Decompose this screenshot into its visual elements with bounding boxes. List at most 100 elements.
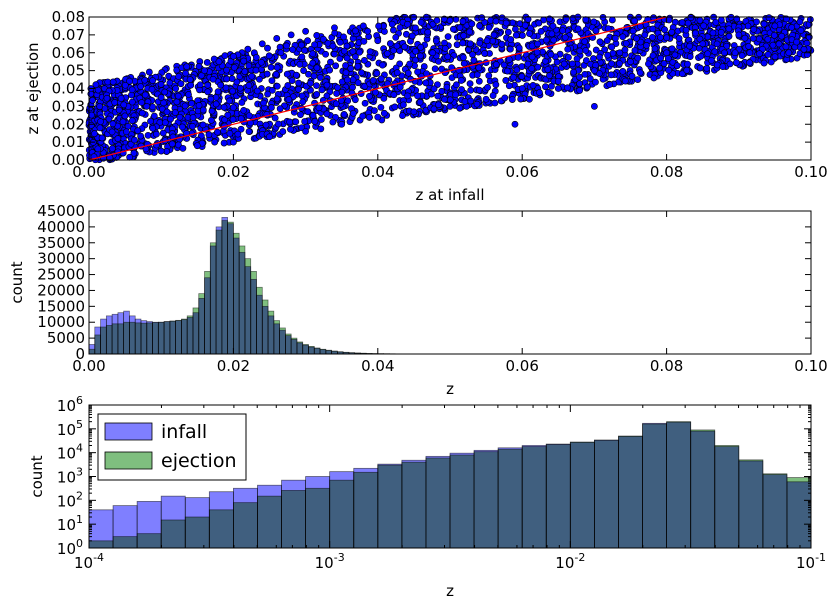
scatter-point [796, 18, 804, 26]
scatter-point [590, 18, 598, 26]
scatter-point [501, 94, 509, 102]
scatter-point [319, 35, 327, 43]
scatter-point [582, 57, 590, 64]
scatter-point [682, 26, 690, 34]
scatter-point [334, 84, 341, 91]
scatter-point [223, 66, 230, 74]
scatter-point [214, 128, 221, 136]
scatter-point [616, 60, 623, 67]
scatter-point [467, 97, 475, 105]
scatter-point [641, 31, 649, 39]
scatter-point [671, 51, 679, 59]
scatter-point [128, 98, 136, 106]
scatter-point [279, 128, 287, 135]
scatter-point [245, 112, 253, 119]
scatter-point [273, 95, 281, 103]
scatter-point [295, 85, 302, 93]
linear-histogram-y-axis-label: count [8, 261, 26, 303]
scatter-point [603, 37, 611, 45]
scatter-x-tick-label: 0.02 [217, 163, 250, 181]
hist-bar-ejection [256, 286, 263, 355]
scatter-point [431, 65, 439, 73]
scatter-point [240, 57, 248, 65]
scatter-point [547, 51, 555, 58]
scatter-point [711, 48, 719, 56]
scatter-point [105, 115, 113, 123]
scatter-point [564, 84, 571, 92]
scatter-point [526, 30, 533, 38]
scatter-point [726, 60, 734, 68]
scatter-point [115, 106, 123, 114]
scatter-point [220, 103, 228, 111]
hist-bar-ejection [285, 333, 292, 355]
scatter-point [417, 18, 425, 26]
hist-bar-ejection [198, 293, 205, 355]
scatter-point [755, 35, 763, 43]
scatter-x-tick-label: 0.04 [361, 163, 394, 181]
scatter-point [179, 144, 187, 152]
scatter-point [224, 111, 232, 119]
scatter-point [97, 118, 104, 126]
scatter-point [326, 66, 334, 74]
scatter-point [697, 52, 705, 60]
scatter-point [515, 44, 523, 52]
scatter-point [203, 59, 211, 66]
scatter-point [608, 60, 615, 68]
scatter-point [201, 67, 208, 75]
log-hist-bar-ejection [521, 446, 547, 549]
scatter-point [582, 47, 590, 54]
scatter-point [185, 91, 192, 98]
scatter-point [148, 85, 156, 93]
scatter-point [650, 74, 658, 82]
scatter-point [128, 86, 136, 94]
scatter-point [310, 72, 318, 80]
legend-label-ejection: ejection [161, 450, 237, 472]
scatter-point [457, 77, 465, 84]
hist-bar-ejection [279, 327, 286, 355]
scatter-point [358, 69, 365, 77]
scatter-point [406, 60, 414, 68]
scatter-point [352, 27, 359, 35]
scatter-point [444, 33, 452, 41]
hist-bar-ejection [319, 348, 327, 355]
log-hist-bar-ejection [281, 490, 306, 549]
scatter-point [137, 132, 145, 140]
scatter-point [374, 37, 382, 45]
scatter-point [272, 70, 280, 78]
scatter-point [172, 85, 180, 92]
scatter-point [684, 19, 692, 27]
scatter-point [396, 24, 404, 31]
scatter-x-tick-label: 0.08 [650, 163, 683, 181]
scatter-point [664, 55, 672, 62]
scatter-point [188, 99, 196, 107]
scatter-point [372, 89, 379, 96]
scatter-x-ticks: 0.00 0.02 0.04 0.06 0.08 0.10 [72, 17, 828, 181]
scatter-point [229, 52, 237, 60]
scatter-point [287, 31, 295, 39]
scatter-point [612, 34, 619, 42]
scatter-point [517, 95, 525, 103]
log-x-tick-label: 10-1 [796, 551, 826, 572]
scatter-point [412, 47, 419, 55]
hist-bar-ejection [117, 323, 125, 355]
log-histogram-bars [88, 421, 812, 549]
log-hist-bar-ejection [305, 487, 331, 549]
scatter-point [424, 28, 432, 36]
scatter-point [592, 27, 600, 35]
scatter-point [211, 138, 219, 146]
scatter-point [161, 119, 169, 127]
scatter-point [645, 60, 652, 68]
scatter-point [229, 87, 236, 95]
scatter-point [416, 98, 424, 106]
scatter-point [634, 76, 642, 84]
scatter-point [313, 32, 321, 39]
scatter-point [521, 21, 529, 29]
scatter-point [483, 37, 491, 45]
scatter-point [226, 97, 233, 105]
scatter-point [756, 50, 763, 58]
scatter-point [616, 49, 624, 57]
scatter-point [438, 87, 446, 95]
scatter-point [373, 69, 381, 77]
linear-histogram-frame [88, 210, 812, 355]
